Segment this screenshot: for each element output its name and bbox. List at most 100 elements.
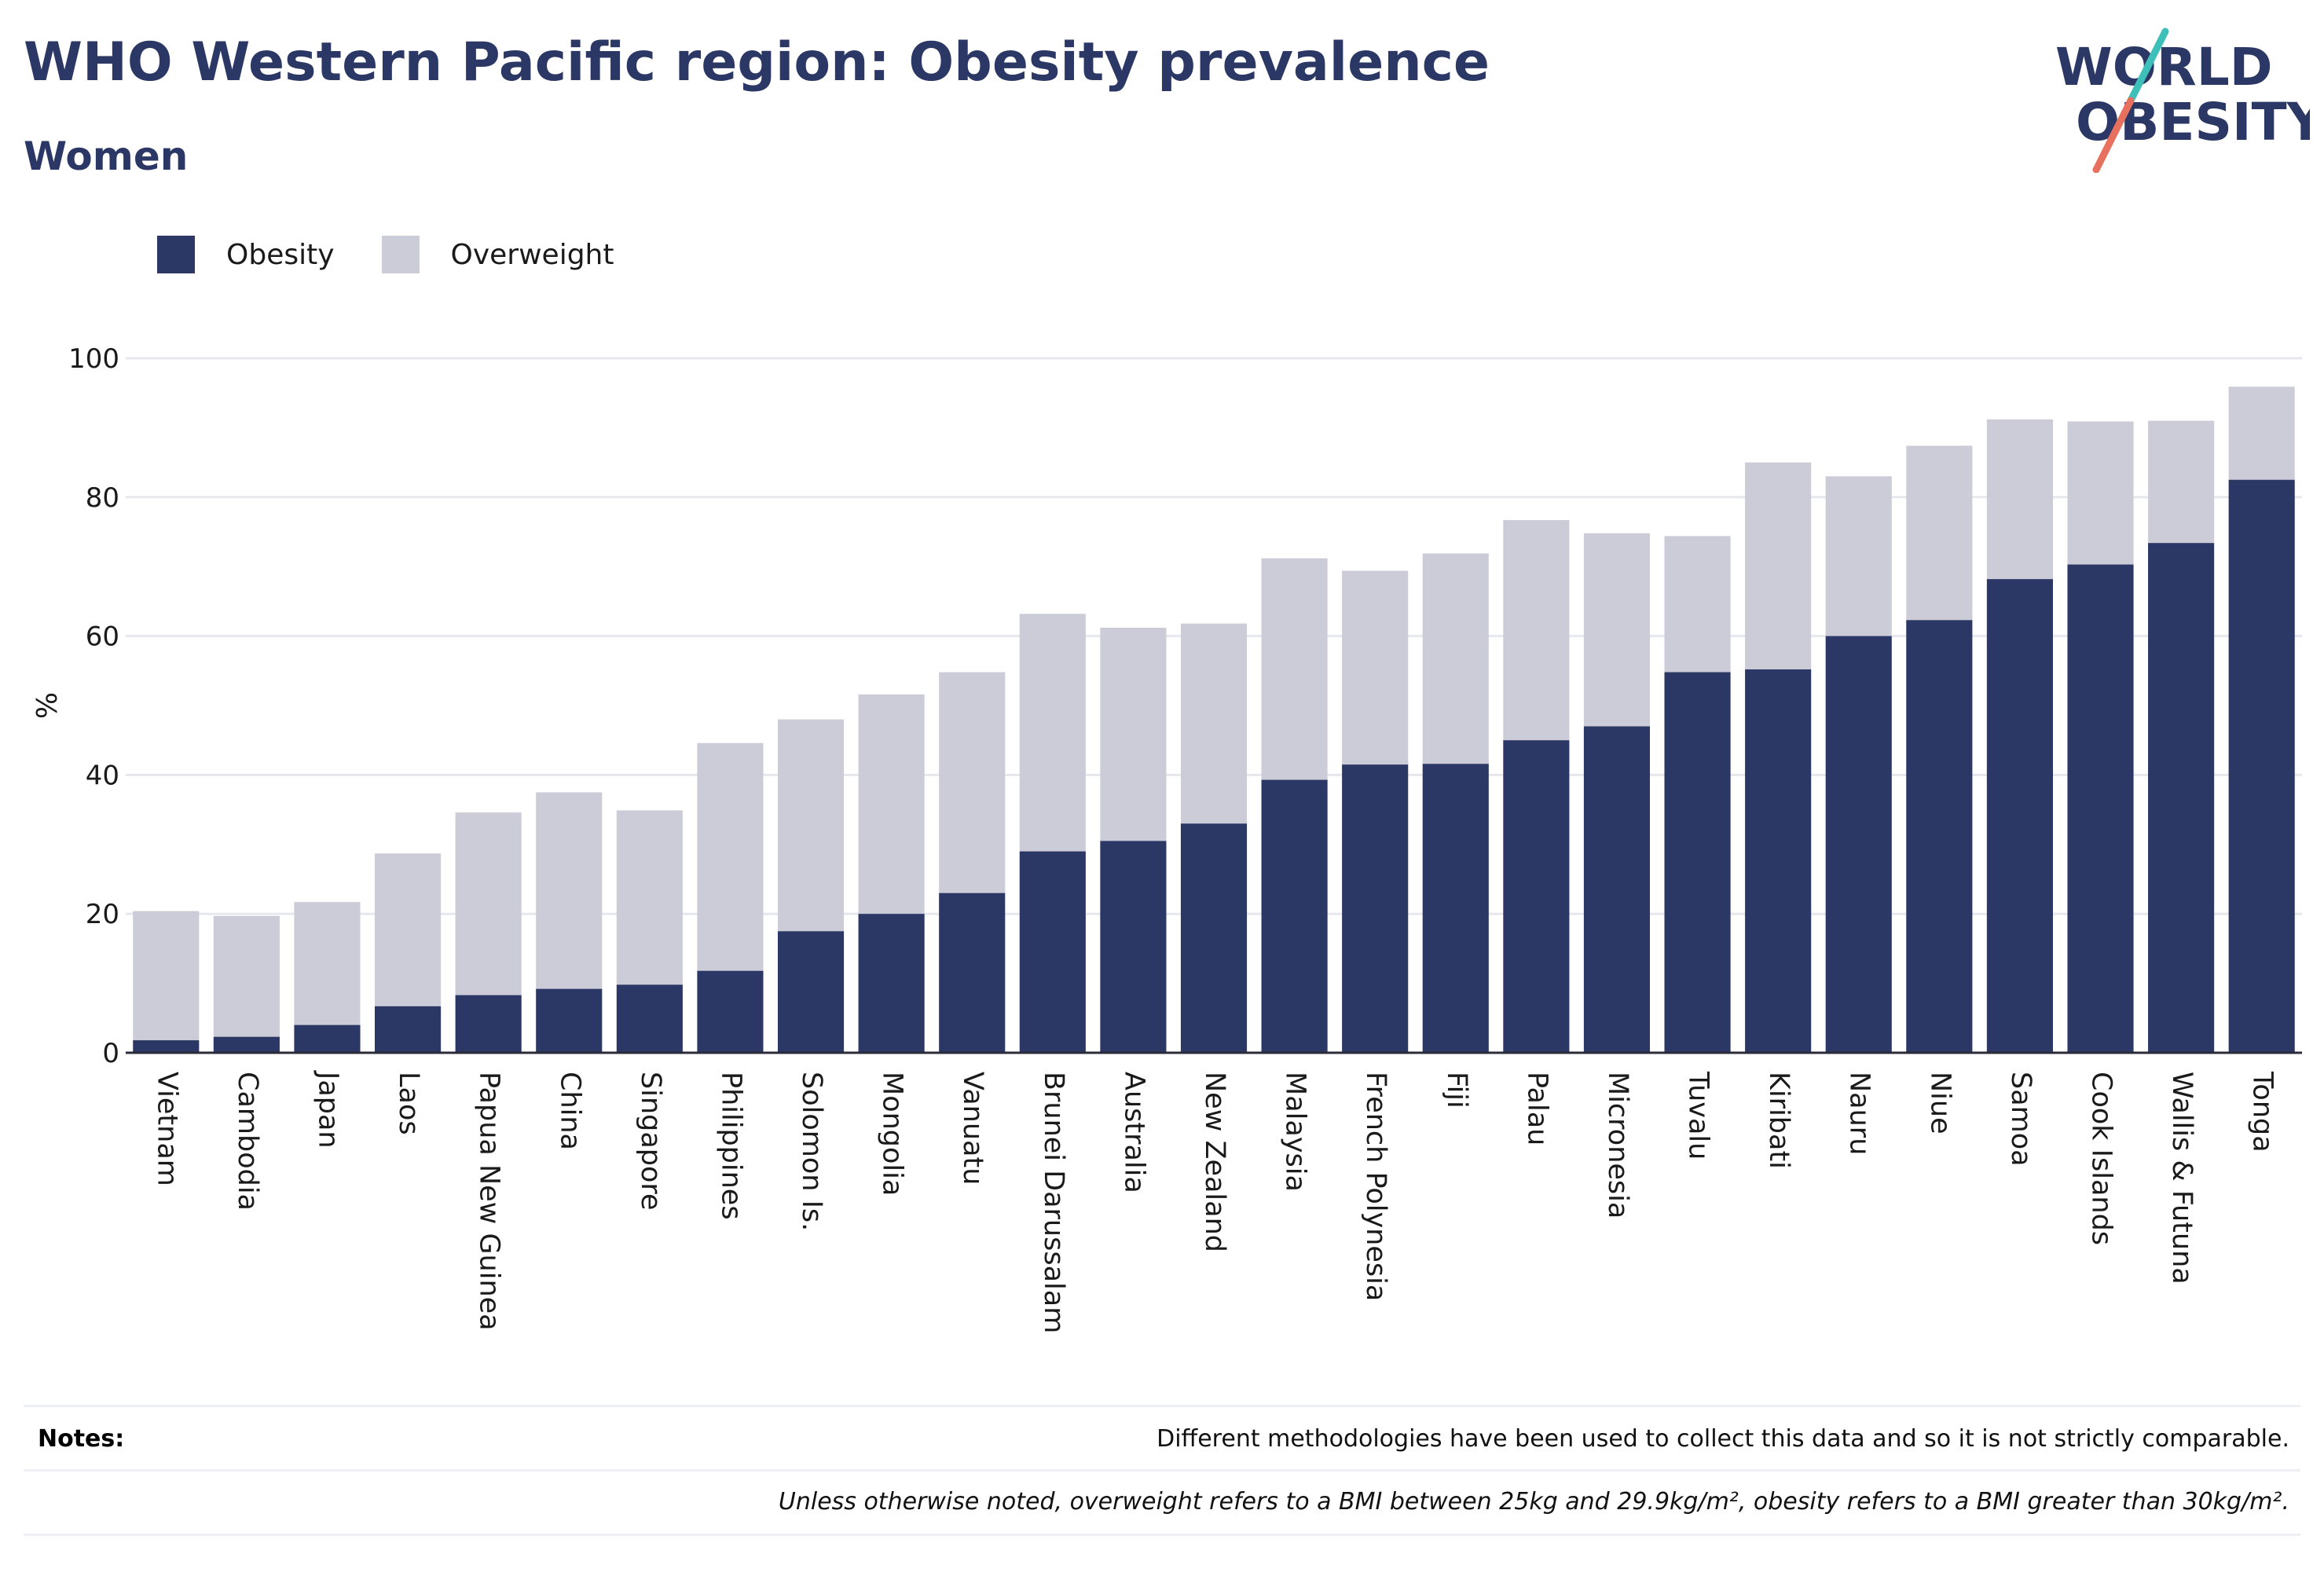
- y-tick-label-100: 100: [68, 343, 119, 375]
- bar-obesity-wallis-futuna: [2148, 543, 2215, 1053]
- x-tick-label-french-polynesia: French Polynesia: [1360, 1072, 1391, 1301]
- chart-legend: Obesity Overweight: [157, 233, 661, 277]
- bar-overweight-papua-new-guinea: [455, 812, 522, 995]
- x-tick-label-malaysia: Malaysia: [1280, 1072, 1311, 1192]
- bar-obesity-laos: [375, 1006, 442, 1053]
- stacked-bar-chart: 0 20 40 60 80 100% Vietnam Cambodia Japan Laos Pap…: [31, 343, 2302, 1333]
- x-tick-label-china: China: [554, 1072, 585, 1150]
- bar-overweight-nauru: [1825, 476, 1892, 636]
- x-tick-label-wallis-futuna: Wallis & Futuna: [2166, 1072, 2198, 1285]
- bar-obesity-kiribati: [1745, 669, 1812, 1053]
- note-bmi-definition: Unless otherwise noted, overweight refer…: [778, 1488, 2289, 1516]
- bar-overweight-tonga: [2228, 387, 2295, 480]
- bar-obesity-palau: [1503, 740, 1570, 1053]
- x-tick-label-cambodia: Cambodia: [232, 1072, 263, 1211]
- bar-overweight-palau: [1503, 519, 1570, 741]
- legend-swatch-overweight: [381, 236, 420, 273]
- logo-slash-coral: [2092, 97, 2135, 173]
- x-tick-label-vietnam: Vietnam: [151, 1072, 182, 1186]
- legend-label-obesity: Obesity: [226, 238, 335, 271]
- y-tick-label-80: 80: [86, 482, 119, 514]
- x-tick-label-micronesia: Micronesia: [1602, 1072, 1633, 1219]
- bar-overweight-kiribati: [1745, 462, 1812, 670]
- bar-obesity-australia: [1100, 841, 1167, 1053]
- bar-obesity-cook-islands: [2067, 564, 2134, 1053]
- x-tick-label-tonga: Tonga: [2247, 1071, 2278, 1153]
- x-tick-label-samoa: Samoa: [2005, 1072, 2036, 1167]
- x-tick-label-singapore: Singapore: [635, 1072, 666, 1211]
- notes-label: Notes:: [38, 1425, 125, 1453]
- bar-obesity-papua-new-guinea: [455, 995, 522, 1053]
- x-tick-label-palau: Palau: [1521, 1072, 1552, 1145]
- bar-overweight-mongolia: [858, 694, 925, 914]
- logo-word-obesity: OBESITY: [2076, 92, 2310, 152]
- legend-swatch-obesity: [157, 236, 195, 273]
- bar-overweight-australia: [1100, 627, 1167, 841]
- x-tick-label-niue: Niue: [1924, 1072, 1956, 1134]
- bar-obesity-japan: [294, 1024, 361, 1053]
- x-tick-label-japan: Japan: [312, 1070, 343, 1149]
- bar-obesity-vanuatu: [939, 892, 1006, 1053]
- bar-obesity-tonga: [2228, 479, 2295, 1053]
- bar-obesity-china: [536, 988, 603, 1053]
- bar-overweight-new-zealand: [1180, 623, 1248, 824]
- y-tick-label-40: 40: [86, 760, 119, 791]
- bar-overweight-vietnam: [133, 911, 200, 1041]
- bar-overweight-wallis-futuna: [2148, 420, 2215, 544]
- bar-obesity-philippines: [697, 970, 764, 1053]
- chart-subtitle: Women: [24, 134, 189, 179]
- note-methodology: Different methodologies have been used t…: [1157, 1425, 2289, 1453]
- bar-overweight-brunei-darussalam: [1019, 614, 1086, 852]
- bar-overweight-samoa: [1986, 419, 2053, 580]
- x-tick-label-cook-islands: Cook Islands: [2086, 1072, 2117, 1245]
- x-tick-label-papua-new-guinea: Papua New Guinea: [474, 1072, 505, 1331]
- y-axis-title: %: [31, 692, 64, 719]
- bar-overweight-china: [536, 792, 603, 989]
- notes-divider-bottom: [24, 1534, 2300, 1536]
- bar-overweight-french-polynesia: [1342, 570, 1409, 765]
- bar-overweight-malaysia: [1261, 558, 1328, 780]
- bar-obesity-french-polynesia: [1342, 764, 1409, 1053]
- bar-obesity-tuvalu: [1664, 672, 1731, 1053]
- legend-item-obesity: Obesity: [157, 236, 335, 273]
- bar-obesity-new-zealand: [1180, 823, 1248, 1053]
- x-tick-label-fiji: Fiji: [1441, 1072, 1472, 1109]
- world-obesity-logo: WORLD OBESITY: [2055, 27, 2310, 173]
- bar-obesity-niue: [1906, 620, 1973, 1053]
- x-tick-label-laos: Laos: [393, 1072, 424, 1135]
- legend-item-overweight: Overweight: [381, 236, 614, 273]
- bar-obesity-solomon-is: [777, 931, 845, 1053]
- y-tick-label-20: 20: [86, 899, 119, 930]
- bar-obesity-nauru: [1825, 636, 1892, 1053]
- x-tick-label-kiribati: Kiribati: [1763, 1072, 1794, 1169]
- bar-overweight-cambodia: [213, 915, 280, 1037]
- logo-word-world: WORLD: [2055, 37, 2273, 97]
- x-tick-label-brunei-darussalam: Brunei Darussalam: [1038, 1072, 1069, 1333]
- bar-obesity-malaysia: [1261, 779, 1328, 1053]
- notes-divider-top: [24, 1405, 2300, 1407]
- bar-overweight-tuvalu: [1664, 536, 1731, 673]
- bar-overweight-japan: [294, 902, 361, 1025]
- bar-obesity-vietnam: [133, 1040, 200, 1053]
- x-tick-label-nauru: Nauru: [1844, 1072, 1875, 1155]
- x-tick-label-new-zealand: New Zealand: [1199, 1072, 1230, 1252]
- x-tick-label-solomon-is: Solomon Is.: [796, 1072, 827, 1231]
- bar-obesity-brunei-darussalam: [1019, 851, 1086, 1053]
- x-tick-label-vanuatu: Vanuatu: [957, 1072, 988, 1185]
- bar-overweight-laos: [375, 853, 442, 1006]
- bar-overweight-micronesia: [1583, 533, 1651, 727]
- legend-label-overweight: Overweight: [450, 238, 614, 271]
- bar-obesity-micronesia: [1583, 726, 1651, 1053]
- bar-overweight-philippines: [697, 742, 764, 971]
- bar-overweight-niue: [1906, 445, 1973, 621]
- chart-title: WHO Western Pacific region: Obesity prev…: [24, 31, 1490, 93]
- logo-slash-teal: [2127, 27, 2169, 104]
- bar-obesity-fiji: [1422, 764, 1489, 1053]
- notes-divider-middle: [24, 1469, 2300, 1472]
- x-tick-label-tuvalu: Tuvalu: [1683, 1071, 1714, 1160]
- x-tick-label-mongolia: Mongolia: [877, 1072, 908, 1196]
- bar-overweight-cook-islands: [2067, 421, 2134, 565]
- y-tick-label-0: 0: [102, 1038, 119, 1069]
- x-tick-label-australia: Australia: [1118, 1072, 1149, 1193]
- bar-overweight-solomon-is: [777, 719, 845, 932]
